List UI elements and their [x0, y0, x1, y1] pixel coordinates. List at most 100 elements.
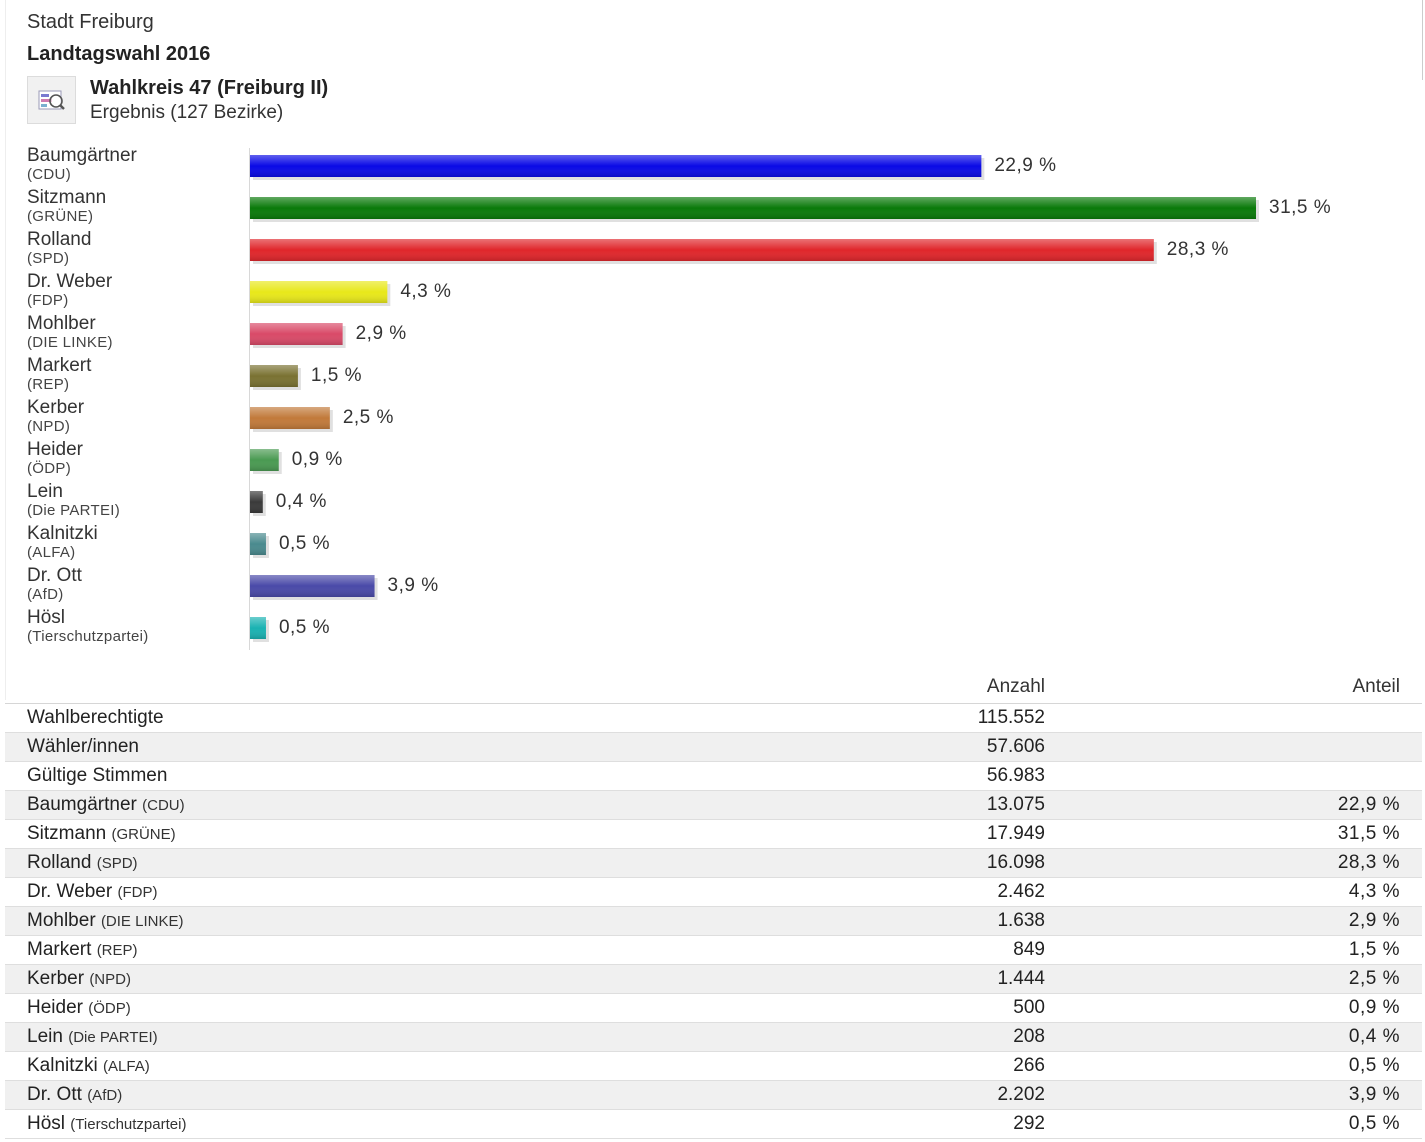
row-share: 28,3 % [1337, 852, 1400, 873]
row-party: (NPD) [89, 971, 131, 988]
row-label: Wahlberechtigte [27, 707, 164, 729]
bar-value-label: 0,5 % [278, 617, 331, 638]
candidate-name: Sitzmann [27, 187, 107, 208]
row-count: 13.075 [986, 794, 1045, 815]
table-row: Dr. Ott (AfD) 2.202 3,9 % [5, 1081, 1422, 1110]
bar-value-label: 0,5 % [278, 533, 331, 554]
row-label: Wähler/innen [27, 736, 139, 758]
table-row: Heider (ÖDP) 500 0,9 % [5, 994, 1422, 1023]
row-count: 115.552 [977, 707, 1045, 728]
row-name: Wahlberechtigte [27, 707, 164, 728]
table-row: Kalnitzki (ALFA) 266 0,5 % [5, 1052, 1422, 1081]
row-share: 31,5 % [1337, 823, 1400, 844]
candidate-party: (FDP) [27, 292, 69, 309]
row-count: 57.606 [986, 736, 1045, 757]
candidate-party: (CDU) [27, 166, 71, 183]
row-count: 16.098 [986, 852, 1045, 873]
row-name: Wähler/innen [27, 736, 139, 757]
candidate-name: Lein [27, 481, 63, 502]
row-count: 849 [1013, 939, 1045, 960]
candidate-party: (Die PARTEI) [27, 502, 121, 519]
row-party: (DIE LINKE) [100, 913, 184, 930]
row-party: (Die PARTEI) [68, 1029, 158, 1046]
row-name: Baumgärtner [27, 794, 137, 815]
row-count: 208 [1013, 1026, 1045, 1047]
table-row: Mohlber (DIE LINKE) 1.638 2,9 % [5, 907, 1422, 936]
row-count: 2.202 [997, 1084, 1045, 1105]
table-row: Wähler/innen 57.606 [5, 733, 1422, 762]
row-share: 0,4 % [1348, 1026, 1400, 1047]
row-name: Dr. Ott [27, 1084, 82, 1105]
table-row: Gültige Stimmen 56.983 [5, 762, 1422, 791]
row-count: 2.462 [997, 881, 1045, 902]
bar-highlight [250, 491, 263, 513]
bar-chart [250, 155, 1259, 642]
bar-value-label: 3,9 % [387, 575, 439, 596]
city-title: Stadt Freiburg [27, 11, 154, 33]
row-name: Dr. Weber [27, 881, 113, 902]
chart-view-button[interactable] [27, 76, 76, 124]
row-count: 266 [1013, 1055, 1045, 1076]
row-party: (ALFA) [103, 1058, 150, 1075]
candidate-party: (DIE LINKE) [27, 334, 113, 351]
row-label: Rolland (SPD) [27, 852, 138, 874]
table-row: Hösl (Tierschutzpartei) 292 0,5 % [5, 1110, 1422, 1139]
candidate-party: (ÖDP) [27, 460, 71, 477]
row-label: Gültige Stimmen [27, 765, 167, 787]
bar-value-label: 4,3 % [400, 281, 452, 302]
chart-magnifier-icon [38, 90, 65, 110]
candidate-name: Mohlber [27, 313, 96, 334]
row-label: Markert (REP) [27, 939, 138, 961]
row-count: 17.949 [986, 823, 1045, 844]
row-count: 292 [1013, 1113, 1045, 1134]
row-label: Dr. Weber (FDP) [27, 881, 157, 903]
bar-value-label: 1,5 % [310, 365, 362, 386]
row-label: Lein (Die PARTEI) [27, 1026, 158, 1048]
candidate-party: (ALFA) [27, 544, 76, 561]
bar-highlight [250, 407, 330, 429]
row-label: Kalnitzki (ALFA) [27, 1055, 150, 1077]
candidate-party: (AfD) [27, 586, 64, 603]
table-row: Kerber (NPD) 1.444 2,5 % [5, 965, 1422, 994]
candidate-name: Dr. Weber [27, 271, 113, 292]
row-share: 4,3 % [1348, 881, 1400, 902]
candidate-party: (NPD) [27, 418, 71, 435]
bar-highlight [250, 281, 388, 303]
bar-highlight [250, 575, 375, 597]
election-title: Landtagswahl 2016 [27, 43, 211, 65]
row-party: (AfD) [87, 1087, 123, 1104]
table-row: Markert (REP) 849 1,5 % [5, 936, 1422, 965]
scrollbar-track[interactable] [1422, 0, 1423, 80]
row-name: Markert [27, 939, 92, 960]
row-party: (FDP) [117, 884, 158, 901]
bar-value-label: 31,5 % [1269, 197, 1332, 218]
candidate-party: (Tierschutzpartei) [27, 628, 149, 645]
row-name: Heider [27, 997, 83, 1018]
row-party: (ÖDP) [88, 1000, 131, 1017]
result-subtitle: Ergebnis (127 Bezirke) [90, 102, 284, 123]
results-table: Anzahl Anteil Wahlberechtigte 115.552 Wäh… [5, 672, 1422, 1139]
row-party: (Tierschutzpartei) [70, 1116, 187, 1133]
row-name: Mohlber [27, 910, 96, 931]
row-name: Gültige Stimmen [27, 765, 168, 786]
bar-value-label: 2,9 % [355, 323, 407, 344]
table-header: Anzahl Anteil [5, 672, 1422, 704]
header-share: Anteil [1352, 676, 1400, 697]
table-row: Dr. Weber (FDP) 2.462 4,3 % [5, 878, 1422, 907]
district-title: Wahlkreis 47 (Freiburg II) [90, 77, 329, 99]
row-label: Sitzmann (GRÜNE) [27, 823, 176, 845]
row-party: (SPD) [96, 855, 138, 872]
candidate-party: (REP) [27, 376, 70, 393]
bar-highlight [250, 155, 982, 177]
row-label: Baumgärtner (CDU) [27, 794, 185, 816]
row-label: Mohlber (DIE LINKE) [27, 910, 183, 932]
table-row: Sitzmann (GRÜNE) 17.949 31,5 % [5, 820, 1422, 849]
row-label: Hösl (Tierschutzpartei) [27, 1113, 186, 1135]
left-border [5, 0, 6, 700]
table-row: Rolland (SPD) 16.098 28,3 % [5, 849, 1422, 878]
bar-highlight [250, 197, 1256, 219]
row-name: Rolland [27, 852, 92, 873]
header-count: Anzahl [986, 676, 1045, 697]
bar-highlight [250, 449, 279, 471]
bar-highlight [250, 533, 266, 555]
